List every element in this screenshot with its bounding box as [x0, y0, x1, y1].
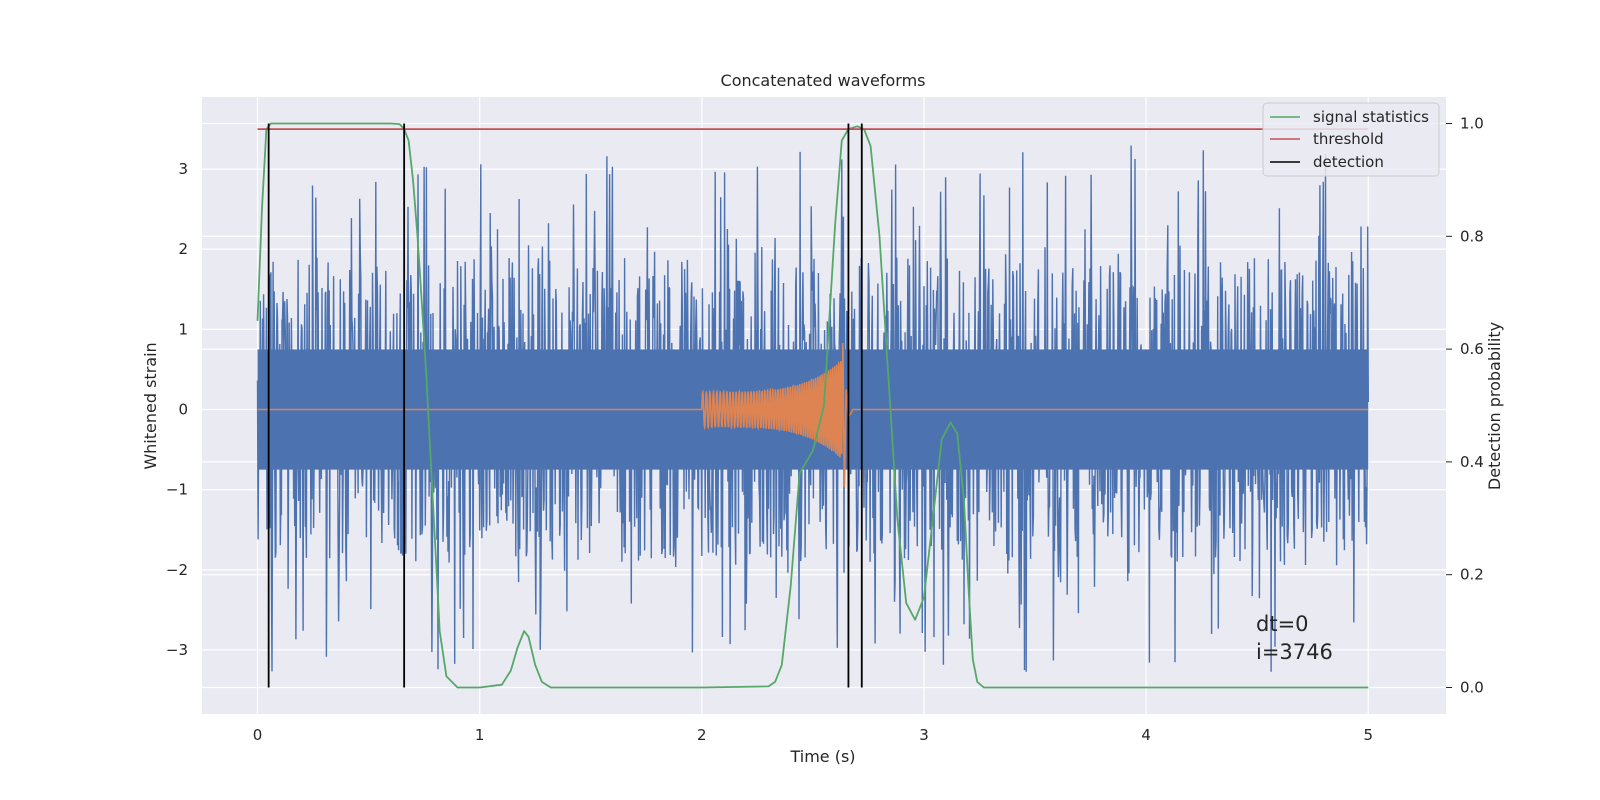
data-layer [256, 122, 1369, 689]
x-tick-label: 2 [697, 726, 707, 744]
y-tick-label: −3 [166, 641, 188, 659]
y2-tick-label: 0.4 [1460, 453, 1484, 471]
x-tick-label: 5 [1363, 726, 1373, 744]
y2-axis-label: Detection probability [1485, 322, 1504, 490]
template-series [257, 342, 1369, 488]
chart-title: Concatenated waveforms [721, 71, 926, 90]
y-tick-label: 1 [178, 320, 188, 338]
x-axis-label: Time (s) [789, 747, 855, 766]
legend-label-signal-statistics: signal statistics [1313, 108, 1429, 126]
signal-statistics-line [256, 122, 1369, 689]
x-tick-label: 1 [475, 726, 485, 744]
legend: signal statistics threshold detection [1262, 102, 1440, 177]
y2-tick-label: 1.0 [1460, 115, 1484, 133]
y-tick-label: 2 [178, 240, 188, 258]
x-tick-label: 3 [919, 726, 929, 744]
y-axis-label: Whitened strain [141, 342, 160, 469]
y-tick-label: 3 [178, 160, 188, 178]
legend-label-threshold: threshold [1313, 130, 1384, 148]
y-tick-label: −1 [166, 481, 188, 499]
annotation-i: i=3746 [1256, 640, 1333, 664]
x-tick-label: 0 [253, 726, 263, 744]
annotation-dt: dt=0 [1256, 612, 1309, 636]
ticks: 0 1 2 3 4 5 −3 −2 −1 0 1 2 3 0.0 0.2 0.4 0.6 0.8 1.0 [166, 115, 1484, 744]
y2-tick-label: 0.8 [1460, 227, 1484, 245]
y2-tick-label: 0.0 [1460, 678, 1484, 696]
y-tick-label: −2 [166, 561, 188, 579]
legend-frame [1262, 102, 1440, 177]
x-tick-label: 4 [1141, 726, 1151, 744]
y2-tick-label: 0.6 [1460, 340, 1484, 358]
template-line [257, 342, 1369, 488]
right-axis-series [256, 122, 1369, 689]
y2-tick-label: 0.2 [1460, 566, 1484, 584]
legend-label-detection: detection [1313, 153, 1384, 171]
y-tick-label: 0 [178, 401, 188, 419]
